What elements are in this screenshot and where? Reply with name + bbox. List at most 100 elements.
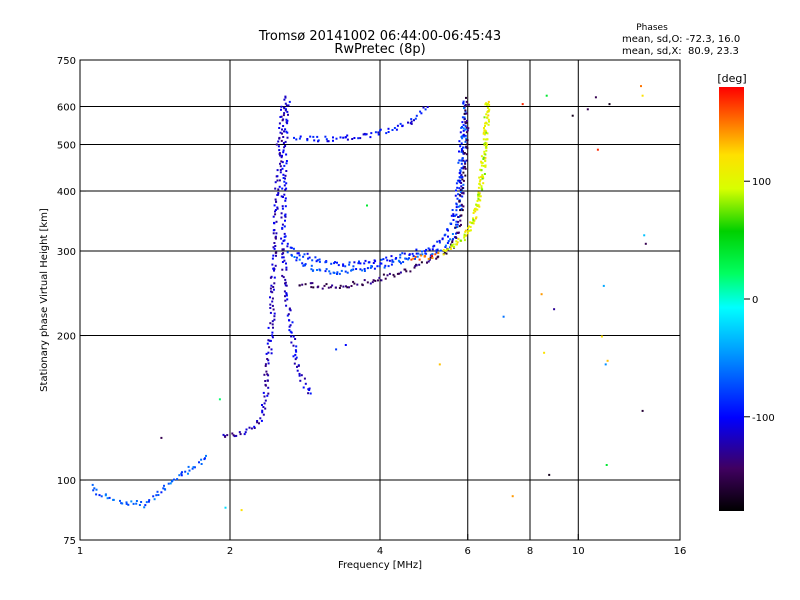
data-point xyxy=(460,149,463,152)
data-point xyxy=(414,257,416,260)
data-point xyxy=(300,374,303,377)
data-point xyxy=(462,159,465,162)
data-point xyxy=(273,282,276,285)
data-point xyxy=(145,501,148,504)
data-point xyxy=(270,352,273,355)
data-point xyxy=(263,373,266,376)
data-point xyxy=(455,223,457,226)
data-point xyxy=(412,255,415,257)
data-point xyxy=(384,264,387,267)
data-point xyxy=(238,431,241,434)
data-point xyxy=(282,248,285,251)
data-point xyxy=(442,253,445,256)
data-point xyxy=(231,432,234,435)
data-point xyxy=(298,284,301,287)
data-point xyxy=(456,226,459,228)
data-point xyxy=(469,221,472,224)
data-point xyxy=(304,283,307,286)
data-point xyxy=(248,426,251,429)
data-point xyxy=(348,286,350,289)
data-point xyxy=(450,214,453,217)
data-point xyxy=(420,261,423,264)
data-point xyxy=(292,247,295,250)
data-point xyxy=(318,268,321,271)
data-point xyxy=(282,142,285,144)
x-tick-label: 16 xyxy=(674,546,687,557)
data-point xyxy=(307,257,309,260)
data-point xyxy=(464,162,467,165)
data-point xyxy=(457,193,460,196)
data-point xyxy=(259,417,262,420)
data-point xyxy=(253,425,256,428)
data-point xyxy=(262,391,265,394)
y-tick-label: 400 xyxy=(57,187,76,198)
data-point xyxy=(481,161,484,164)
data-point xyxy=(378,276,381,279)
data-point xyxy=(487,123,490,126)
data-point xyxy=(296,369,299,372)
data-point xyxy=(265,352,268,355)
data-point xyxy=(477,191,480,194)
data-point xyxy=(382,273,385,276)
data-point xyxy=(364,259,367,262)
data-point xyxy=(295,350,298,353)
data-point xyxy=(405,270,408,273)
data-point xyxy=(337,264,340,267)
data-point xyxy=(264,365,267,367)
data-point xyxy=(553,308,556,311)
data-point xyxy=(471,222,474,225)
data-point xyxy=(463,135,466,138)
data-point xyxy=(288,100,291,103)
data-point xyxy=(232,434,235,437)
data-point xyxy=(452,243,455,246)
data-point xyxy=(311,269,314,272)
data-point xyxy=(281,154,283,157)
data-point xyxy=(308,256,311,259)
data-point xyxy=(446,228,449,231)
data-point xyxy=(274,213,277,216)
data-point xyxy=(285,104,288,107)
data-point xyxy=(325,261,328,263)
data-point xyxy=(299,379,302,382)
data-point xyxy=(376,265,379,268)
data-point xyxy=(478,180,481,183)
data-point xyxy=(276,206,279,209)
data-point xyxy=(264,407,267,410)
data-point xyxy=(264,384,267,387)
data-point xyxy=(272,267,275,270)
data-point xyxy=(418,258,421,261)
data-point xyxy=(429,256,432,259)
data-point xyxy=(272,326,274,329)
data-point xyxy=(465,139,468,142)
data-point xyxy=(258,422,260,425)
data-point xyxy=(348,261,351,264)
data-point xyxy=(466,142,469,145)
data-point xyxy=(415,252,418,255)
data-point xyxy=(359,262,362,265)
data-point xyxy=(452,219,455,221)
data-point xyxy=(395,128,398,131)
data-point xyxy=(427,260,430,263)
data-point xyxy=(483,133,486,136)
data-point xyxy=(298,254,301,257)
data-point xyxy=(604,363,607,366)
data-point xyxy=(357,137,360,140)
data-point xyxy=(393,127,396,129)
data-point xyxy=(245,428,248,431)
x-axis-label: Frequency [MHz] xyxy=(338,560,422,571)
data-point xyxy=(413,119,415,122)
data-point xyxy=(456,241,459,244)
data-point xyxy=(424,108,427,111)
data-point xyxy=(187,465,190,468)
data-point xyxy=(600,335,603,338)
data-point xyxy=(463,233,466,236)
data-point xyxy=(474,217,477,220)
data-point xyxy=(482,164,485,167)
data-point xyxy=(298,372,301,375)
data-point xyxy=(275,220,278,223)
data-point xyxy=(335,348,338,351)
data-point xyxy=(281,207,284,210)
data-point xyxy=(459,204,462,207)
data-point xyxy=(95,493,98,496)
data-point xyxy=(452,213,455,216)
